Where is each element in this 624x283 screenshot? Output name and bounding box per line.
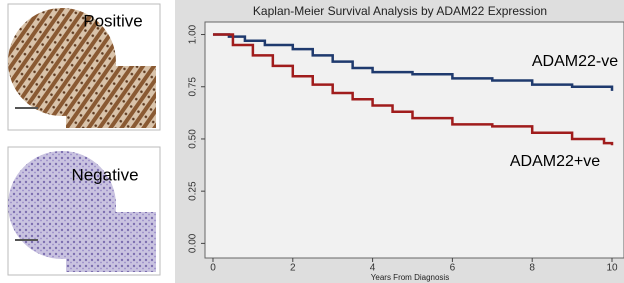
legend-label: ADAM22+ve (510, 153, 600, 170)
x-tick-label: 0 (210, 263, 216, 274)
y-tick-label: 0.00 (188, 233, 199, 253)
x-tick-label: 10 (606, 263, 618, 274)
x-tick-label: 8 (529, 263, 535, 274)
x-tick-label: 4 (370, 263, 376, 274)
y-tick-label: 0.75 (188, 77, 199, 97)
y-tick-label: 1.00 (188, 24, 199, 44)
y-tick-label: 0.25 (188, 181, 199, 201)
y-tick-label: 0.50 (188, 129, 199, 149)
image-label: Positive (83, 11, 143, 30)
x-axis-label: Years From Diagnosis (371, 273, 449, 282)
x-tick-label: 2 (290, 263, 296, 274)
legend-label: ADAM22-ve (532, 53, 618, 70)
chart-title: Kaplan-Meier Survival Analysis by ADAM22… (253, 4, 547, 18)
figure: Positive Negative Kaplan-Meier Survival … (0, 0, 624, 283)
image-label: Negative (71, 165, 138, 184)
x-tick-label: 6 (450, 263, 456, 274)
page: {"images": [{"label": "Positive"}, {"lab… (0, 0, 624, 283)
